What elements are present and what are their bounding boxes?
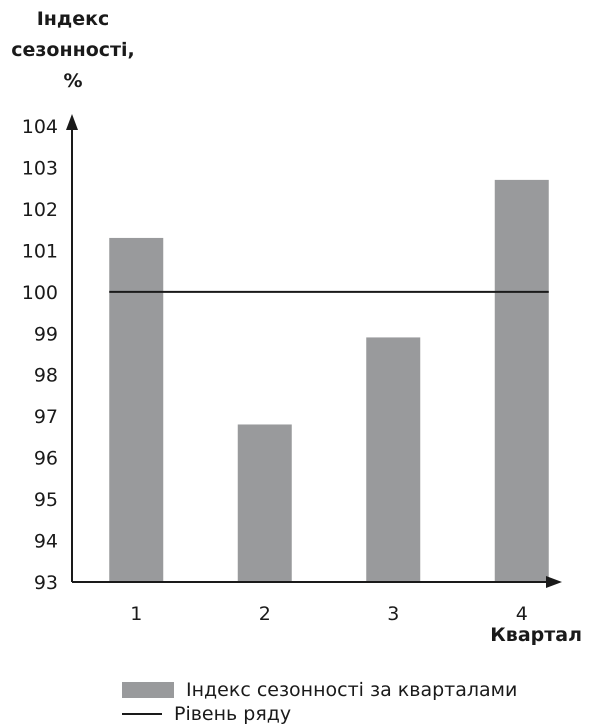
y-tick-label: 94: [34, 531, 58, 553]
legend-line-swatch: [122, 713, 162, 715]
legend-item-line: Рівень ряду: [122, 702, 517, 726]
y-tick-label: 102: [22, 199, 58, 221]
bar-q2: [237, 424, 292, 582]
legend-bars-label: Індекс сезонності за кварталами: [186, 679, 518, 701]
legend-item-bars: Індекс сезонності за кварталами: [122, 678, 517, 702]
bar-q1: [109, 237, 164, 582]
y-tick-label: 103: [22, 157, 58, 179]
y-axis-title: Індекс сезонності, %: [11, 8, 135, 92]
legend: Індекс сезонності за кварталами Рівень р…: [122, 678, 517, 726]
bar-q4: [494, 179, 549, 582]
x-tick-label: 3: [387, 603, 399, 625]
legend-line-label: Рівень ряду: [174, 703, 292, 725]
y-tick-label: 98: [34, 365, 58, 387]
axes-group: [66, 114, 562, 588]
legend-bar-swatch: [122, 682, 174, 698]
x-tick-label: 1: [130, 603, 142, 625]
y-tick-label: 96: [34, 448, 58, 470]
y-tick-label: 97: [34, 406, 58, 428]
y-tick-label: 99: [34, 323, 58, 345]
bars-group: [109, 179, 549, 582]
y-tick-label: 101: [22, 240, 58, 262]
x-axis-arrow: [546, 576, 562, 588]
x-tick-label: 2: [259, 603, 271, 625]
y-tick-label: 95: [34, 489, 58, 511]
y-tick-label: 93: [34, 572, 58, 594]
y-ticks-group: 93 94 95 96 97 98 99 100 101 102 103 104: [22, 116, 58, 594]
x-tick-label: 4: [516, 603, 528, 625]
x-ticks-group: 1 2 3 4: [130, 603, 528, 625]
y-axis-arrow: [66, 114, 78, 130]
x-axis-title: Квартал: [490, 624, 582, 646]
y-tick-label: 104: [22, 116, 58, 138]
y-tick-label: 100: [22, 282, 58, 304]
bar-q3: [366, 337, 421, 582]
